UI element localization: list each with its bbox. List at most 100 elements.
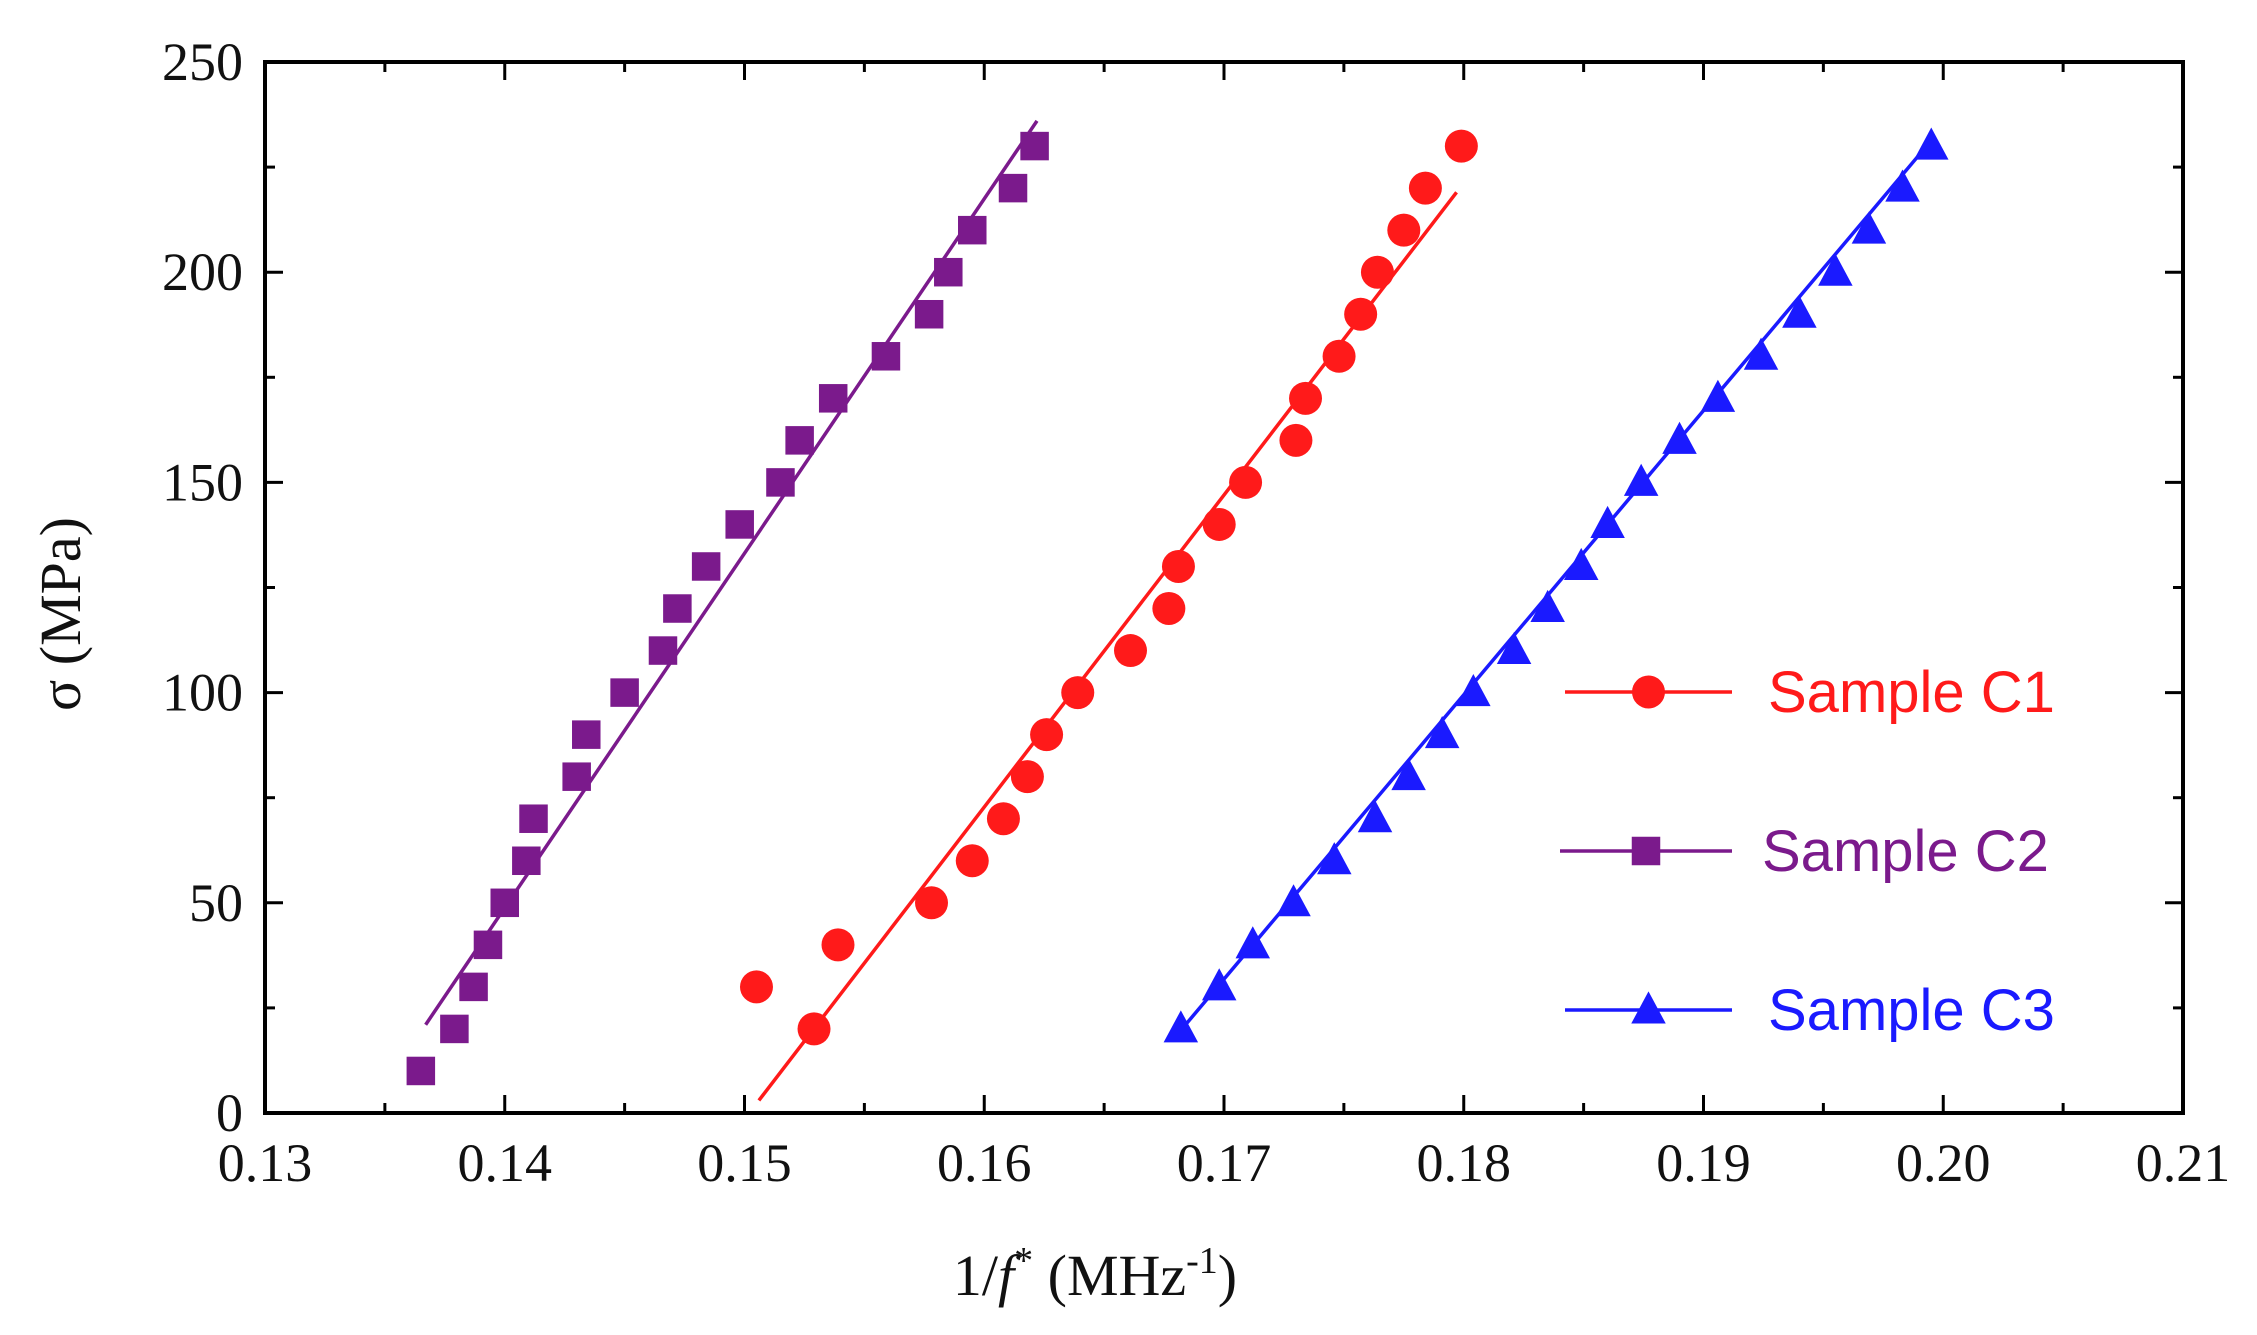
point-c3 — [1590, 505, 1625, 538]
point-c1 — [1344, 297, 1378, 331]
plot-frame — [263, 60, 2185, 1115]
point-c1 — [1061, 676, 1095, 710]
point-c3 — [1914, 127, 1949, 160]
y-tick-label: 100 — [162, 663, 243, 723]
point-c2 — [663, 594, 692, 623]
x-tick-label: 0.16 — [937, 1133, 1032, 1193]
x-tick-label: 0.19 — [1656, 1133, 1751, 1193]
point-c1 — [1444, 129, 1478, 163]
point-c2 — [998, 173, 1028, 203]
legend-marker-c1 — [1632, 675, 1665, 709]
point-c3 — [1276, 884, 1311, 917]
point-c1 — [1408, 171, 1442, 205]
point-c3 — [1885, 169, 1920, 202]
y-axis-title: σ (MPa) — [28, 517, 93, 711]
point-c3 — [1662, 421, 1697, 454]
x-axis-title-units: (MHz — [1033, 1243, 1186, 1308]
point-c1 — [1229, 465, 1263, 499]
point-c1 — [1030, 718, 1064, 752]
point-c3 — [1782, 295, 1817, 328]
point-c2 — [519, 804, 548, 833]
point-c1 — [821, 928, 855, 962]
point-c2 — [691, 552, 721, 581]
point-c1 — [955, 844, 989, 878]
point-c1 — [1322, 339, 1356, 373]
legend-item-c3: Sample C3 — [1565, 978, 2055, 1043]
legend-marker-c3 — [1631, 991, 1666, 1024]
point-c1 — [1279, 423, 1313, 457]
x-tick-label: 0.18 — [1417, 1133, 1512, 1193]
point-c3 — [1496, 631, 1532, 665]
point-c2 — [934, 257, 963, 287]
x-tick-label: 0.14 — [458, 1133, 553, 1193]
legend-label-c3: Sample C3 — [1768, 978, 2055, 1043]
x-tick-label: 0.20 — [1896, 1133, 1991, 1193]
point-c2 — [818, 384, 848, 413]
point-c3 — [1456, 674, 1491, 707]
y-tick-label: 200 — [162, 242, 243, 302]
fit-line-c3 — [1177, 136, 1935, 1035]
point-c3 — [1700, 379, 1736, 412]
point-c3 — [1623, 463, 1659, 496]
point-c1 — [1010, 760, 1044, 794]
point-c3 — [1818, 253, 1853, 286]
point-c3 — [1317, 842, 1352, 875]
point-c1 — [1152, 592, 1186, 626]
point-c3 — [1163, 1010, 1199, 1043]
point-c1 — [797, 1012, 831, 1046]
point-c2 — [406, 1056, 436, 1086]
point-c2 — [440, 1014, 469, 1044]
legend-label-c1: Sample C1 — [1768, 660, 2055, 725]
x-tick-label: 0.13 — [218, 1133, 313, 1193]
data-points — [406, 127, 1949, 1086]
point-c3 — [1424, 716, 1460, 749]
point-c1 — [1113, 634, 1147, 668]
legend-item-c1: Sample C1 — [1565, 660, 2055, 725]
point-c2 — [914, 299, 944, 329]
x-tick-label: 0.17 — [1177, 1133, 1272, 1193]
y-tick-label: 0 — [216, 1083, 243, 1143]
point-c2 — [572, 720, 601, 749]
axes: 0.13 0.14 0.15 0.16 0.17 0.18 0.19 0.20 0.21 0 50 1… — [162, 32, 2230, 1193]
point-c3 — [1235, 926, 1271, 959]
x-tick-label: 0.15 — [697, 1133, 792, 1193]
x-tick-label: 0.21 — [2136, 1133, 2231, 1193]
point-c3 — [1530, 589, 1565, 623]
point-c3 — [1201, 968, 1237, 1001]
y-tick-label: 250 — [162, 32, 243, 92]
point-c2 — [871, 342, 901, 371]
x-axis-title: 1/f* (MHz-1) — [953, 1240, 1237, 1308]
point-c1 — [739, 970, 773, 1004]
point-c2 — [473, 930, 503, 960]
point-c3 — [1743, 337, 1779, 370]
point-c1 — [1387, 213, 1421, 247]
point-c3 — [1391, 758, 1426, 791]
point-c1 — [915, 886, 949, 920]
point-c3 — [1851, 211, 1887, 244]
point-c2 — [648, 636, 678, 665]
x-axis-title-close: ) — [1218, 1243, 1237, 1308]
point-c2 — [785, 426, 814, 455]
point-c1 — [1161, 549, 1195, 583]
point-c1 — [986, 802, 1020, 836]
x-axis-title-superscript: * — [1014, 1240, 1033, 1282]
point-c2 — [490, 888, 519, 918]
legend: Sample C1 Sample C2 Sample C3 — [1560, 660, 2055, 1043]
y-tick-label: 50 — [189, 873, 243, 933]
point-c2 — [610, 678, 639, 707]
legend-marker-c2 — [1631, 836, 1661, 866]
point-c2 — [766, 468, 795, 497]
legend-item-c2: Sample C2 — [1560, 819, 2049, 884]
legend-label-c2: Sample C2 — [1762, 819, 2049, 884]
point-c2 — [512, 846, 541, 876]
point-c3 — [1563, 547, 1599, 580]
point-c2 — [562, 762, 591, 791]
fit-line-c1 — [757, 191, 1458, 1102]
x-axis-title-prefix: 1/ — [953, 1243, 999, 1308]
point-c2 — [958, 215, 987, 245]
y-tick-label: 150 — [162, 452, 243, 512]
point-c3 — [1357, 800, 1393, 833]
point-c2 — [459, 972, 488, 1002]
point-c2 — [1020, 131, 1049, 161]
